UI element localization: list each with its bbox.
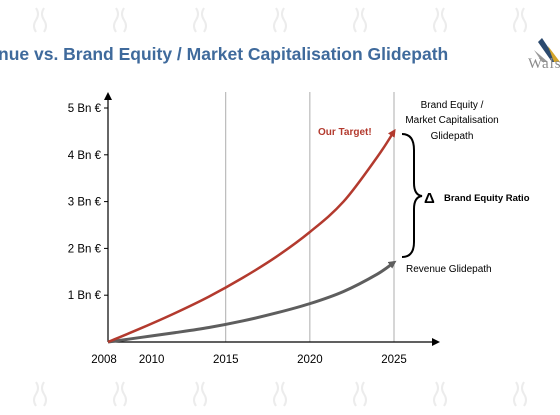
- y-ticks: 1 Bn € 2 Bn € 3 Bn € 4 Bn € 5 Bn €: [68, 103, 108, 302]
- revenue-label: Revenue Glidepath: [406, 264, 492, 275]
- page-title: nue vs. Brand Equity / Market Capitalisa…: [0, 44, 449, 64]
- x-tick-label: 2008: [91, 354, 117, 366]
- y-tick-label: 5 Bn €: [68, 103, 102, 115]
- x-tick-label: 2020: [297, 354, 323, 366]
- y-tick-label: 3 Bn €: [68, 197, 102, 209]
- y-tick-label: 4 Bn €: [68, 150, 102, 162]
- series-line-revenue: [107, 260, 397, 344]
- x-ticks: 2008 2010 2015 2020 2025: [91, 354, 407, 366]
- y-tick-label: 2 Bn €: [68, 243, 102, 255]
- y-tick-label: 1 Bn €: [68, 290, 102, 302]
- delta-symbol: Δ: [424, 190, 435, 207]
- x-tick-label: 2015: [213, 354, 239, 366]
- brand-label-line-3: Glidepath: [431, 131, 474, 142]
- chevron-logo-icon: [534, 38, 560, 62]
- logo-text: Wals: [528, 56, 560, 72]
- series-line-brand: [107, 128, 396, 344]
- brand-label-line-2: Market Capitalisation: [405, 115, 498, 126]
- x-tick-label: 2025: [381, 354, 407, 366]
- delta-brace-icon: [401, 133, 423, 258]
- brand-equity-ratio-label: Brand Equity Ratio: [444, 193, 530, 204]
- target-annotation: Our Target!: [318, 127, 372, 138]
- x-tick-label: 2010: [139, 354, 165, 366]
- brand-label-line-1: Brand Equity /: [421, 100, 484, 111]
